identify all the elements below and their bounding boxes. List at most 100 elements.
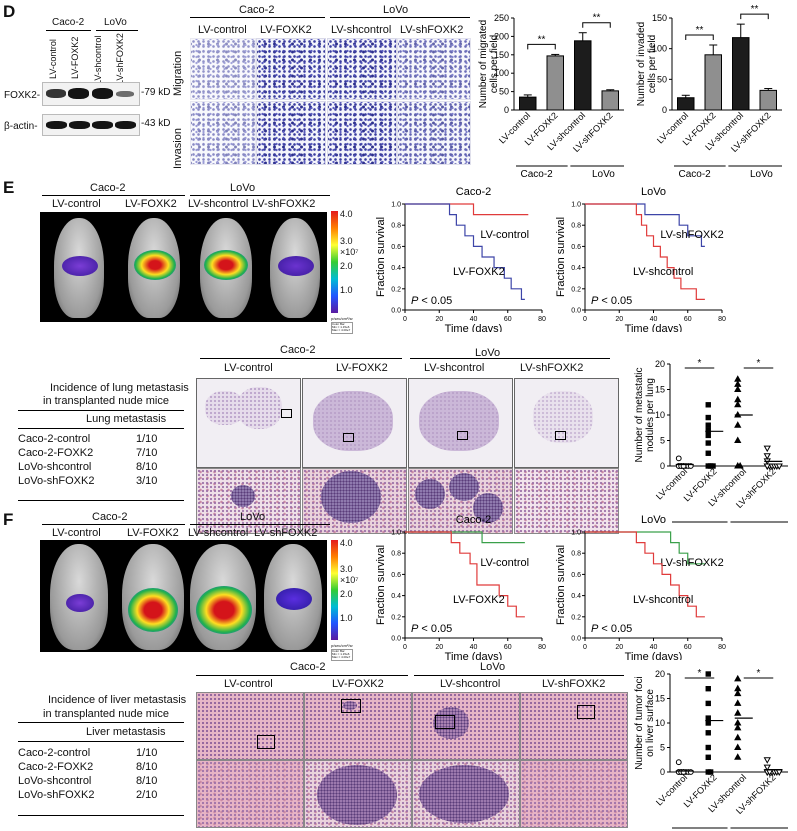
scale-exp: ×10⁷ — [340, 247, 359, 257]
table-row: LoVo-shFOXK2 3/10 — [18, 475, 158, 487]
x-tick-label: 60 — [684, 316, 692, 323]
imaging-label-4: LV-shFOXK2 — [254, 527, 318, 539]
significance-mark: * — [698, 358, 702, 369]
x-tick-label: 40 — [470, 644, 478, 651]
scale-note: Max = 4.00e7 — [332, 655, 351, 659]
data-point — [705, 700, 711, 707]
x-tick-label: 20 — [435, 316, 443, 323]
imaging-liver — [40, 540, 327, 652]
blot-kd-79: -79 kD — [141, 87, 171, 98]
survival-curve — [585, 531, 705, 618]
y-tick-label: 15 — [655, 694, 665, 704]
transwell-image — [327, 38, 397, 100]
data-point — [734, 723, 742, 731]
data-point — [734, 753, 742, 760]
lung-incidence-table: Caco-2-control 1/10 Caco-2-FOXK2 7/10 LoVo… — [14, 432, 161, 488]
liver-label-3: LV-shcontrol — [440, 678, 501, 690]
liver-table-title: in transplanted nude mice — [43, 708, 169, 720]
data-point — [763, 453, 771, 460]
x-tick-label: 60 — [504, 644, 512, 651]
scale-2: 2.0 — [340, 589, 353, 599]
y-tick-label: 0 — [662, 105, 667, 115]
lung-table-title: Incidence of lung metastasis — [50, 382, 189, 394]
data-point — [734, 699, 742, 706]
lung-table-title: in transplanted nude mice — [43, 395, 169, 407]
survival-curve — [585, 531, 705, 565]
migration-bar-chart: 0 50 100 150 200 250 Number of migrated cells p… — [478, 13, 624, 180]
y-tick-label: 0.8 — [391, 551, 401, 558]
y-axis-label: Fraction survival — [375, 217, 387, 297]
data-point — [734, 380, 742, 387]
data-point — [734, 400, 742, 408]
y-tick-label: 0 — [660, 767, 665, 777]
y-tick-label: 150 — [652, 13, 667, 23]
liver-histology — [412, 760, 520, 828]
data-point — [675, 455, 682, 462]
significance-mark: * — [698, 668, 702, 679]
data-point — [734, 689, 742, 697]
imaging-lung — [40, 212, 327, 322]
group-label: LoVo — [750, 169, 773, 180]
x-tick-label: 80 — [538, 644, 546, 651]
imaging-group-lovo: LoVo — [230, 182, 256, 194]
transwell-group-lovo: LoVo — [383, 4, 409, 16]
y-tick-label: 0.0 — [391, 636, 401, 643]
data-point — [705, 686, 711, 692]
liver-incidence-table: Caco-2-control 1/10 Caco-2-FOXK2 8/10 LoVo… — [14, 746, 161, 802]
liver-group-caco2: Caco-2 — [290, 661, 326, 673]
y-tick-label: 50 — [657, 74, 667, 84]
y-tick-label: 0 — [504, 105, 509, 115]
significance-mark: * — [757, 358, 761, 369]
series-label: LV-control — [480, 229, 529, 241]
y-tick-label: 0.0 — [391, 308, 401, 315]
lung-nodule-scatter: 0 5 10 15 20 Number of metastatic nodules per … — [634, 358, 788, 523]
transwell-col-1: LV-control — [198, 24, 247, 36]
series-label: LV-FOXK2 — [453, 266, 505, 278]
bar — [732, 37, 750, 111]
significance-mark: ** — [538, 34, 546, 45]
lung-section — [408, 378, 513, 468]
bar — [519, 96, 537, 111]
y-tick-label: 5 — [660, 436, 665, 446]
y-axis-label: cells per field — [647, 35, 658, 93]
liver-section — [304, 692, 412, 760]
data-point — [687, 769, 694, 775]
imaging-group-caco2: Caco-2 — [90, 182, 126, 194]
imaging-label-2: LV-FOXK2 — [125, 198, 177, 210]
table-row: Caco-2-control 1/10 — [18, 433, 158, 445]
y-tick-label: 50 — [499, 87, 509, 97]
scale-note: Max = 4.00e7 — [332, 328, 351, 332]
y-tick-label: 0.4 — [391, 265, 401, 272]
lung-label-2: LV-FOXK2 — [336, 362, 388, 374]
scale-3: 3.0 — [340, 236, 353, 246]
scale-1: 1.0 — [340, 613, 353, 623]
survival-curve — [405, 203, 529, 216]
data-point — [734, 395, 742, 403]
y-tick-label: 0.4 — [571, 265, 581, 272]
survival-curve — [405, 203, 525, 300]
blot-lane-3: LV-shcontrol — [93, 35, 103, 85]
transwell-image — [190, 38, 256, 100]
scale-note: Min = 1.15e6 — [332, 325, 350, 329]
x-tick-label: 80 — [538, 316, 546, 323]
y-tick-label: 5 — [660, 743, 665, 753]
significance-bracket — [582, 22, 611, 28]
p-value: P < 0.05 — [591, 295, 632, 307]
y-tick-label: 0.6 — [571, 244, 581, 251]
scale-4: 4.0 — [340, 538, 353, 548]
data-point — [734, 436, 742, 443]
y-tick-label: 0.2 — [391, 286, 401, 293]
imaging-label-4: LV-shFOXK2 — [252, 198, 316, 210]
transwell-image — [397, 38, 471, 100]
imaging-label-1: LV-control — [52, 198, 101, 210]
x-tick-label: 40 — [650, 644, 658, 651]
y-tick-label: 0.8 — [571, 551, 581, 558]
data-point — [734, 684, 742, 692]
significance-mark: * — [757, 668, 761, 679]
blot-actin — [42, 114, 140, 136]
bar — [601, 90, 619, 111]
y-tick-label: 250 — [494, 13, 509, 23]
bar — [704, 54, 722, 111]
lung-label-4: LV-shFOXK2 — [520, 362, 584, 374]
group-label: Caco-2 — [521, 169, 554, 180]
